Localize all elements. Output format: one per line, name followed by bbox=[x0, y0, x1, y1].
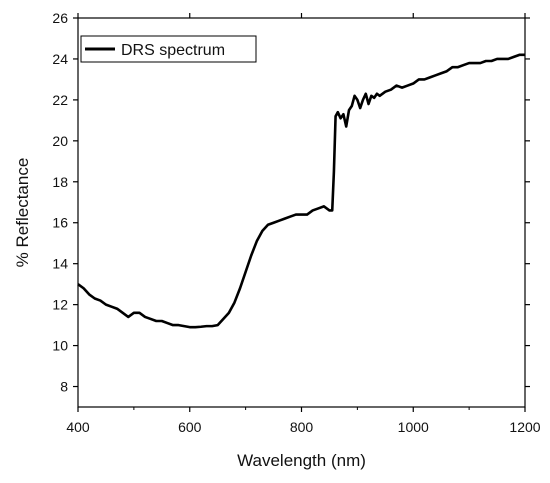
plot-frame bbox=[77, 17, 526, 408]
x-tick-label-1000: 1000 bbox=[398, 419, 429, 435]
ticks-layer: 400 600 800 1000 1200 8 10 12 14 16 18 20 22 24 26 bbox=[52, 10, 540, 435]
x-tick-label-400: 400 bbox=[66, 419, 90, 435]
y-axis-title: % Reflectance bbox=[13, 158, 32, 268]
x-tick-label-600: 600 bbox=[178, 419, 202, 435]
x-tick-label-800: 800 bbox=[290, 419, 314, 435]
y-tick-label-18: 18 bbox=[52, 174, 68, 190]
y-tick-label-20: 20 bbox=[52, 133, 68, 149]
y-tick-label-22: 22 bbox=[52, 92, 68, 108]
legend-label-drs-spectrum: DRS spectrum bbox=[121, 42, 225, 59]
y-tick-label-24: 24 bbox=[52, 51, 68, 67]
y-tick-label-14: 14 bbox=[52, 256, 68, 272]
y-tick-label-16: 16 bbox=[52, 215, 68, 231]
legend: DRS spectrum bbox=[80, 35, 257, 63]
y-tick-label-8: 8 bbox=[60, 379, 68, 395]
y-tick-label-26: 26 bbox=[52, 10, 68, 26]
y-tick-label-12: 12 bbox=[52, 297, 68, 313]
x-tick-label-1200: 1200 bbox=[509, 419, 540, 435]
x-axis-title: Wavelength (nm) bbox=[237, 451, 366, 470]
series-line-0 bbox=[77, 53, 525, 329]
series-layer bbox=[77, 53, 525, 329]
y-tick-label-10: 10 bbox=[52, 338, 68, 354]
